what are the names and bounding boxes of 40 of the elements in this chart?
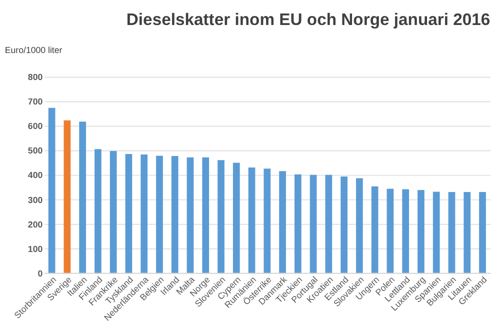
bar xyxy=(186,157,194,273)
y-tick-label: 100 xyxy=(28,244,43,254)
bar xyxy=(110,151,117,273)
bar xyxy=(202,157,210,273)
bar xyxy=(386,188,394,273)
bar xyxy=(402,189,410,273)
bar xyxy=(94,149,102,273)
bar xyxy=(432,192,440,273)
y-tick-label: 700 xyxy=(28,96,43,107)
bar xyxy=(371,186,378,273)
bar xyxy=(294,174,302,273)
bar xyxy=(125,154,132,273)
y-tick-label: 600 xyxy=(28,121,43,132)
bar xyxy=(48,108,56,273)
bar xyxy=(140,154,148,273)
bar xyxy=(156,156,163,273)
bar xyxy=(232,162,240,273)
y-tick-label: 800 xyxy=(28,72,43,82)
y-tick-label: 300 xyxy=(28,194,43,205)
y-tick-label: 0 xyxy=(38,268,43,278)
bar xyxy=(479,192,486,273)
bar xyxy=(79,122,86,273)
y-axis-title: Euro/1000 liter xyxy=(4,45,62,56)
bar xyxy=(464,192,471,273)
bar xyxy=(418,190,424,273)
bar xyxy=(279,171,286,273)
bar xyxy=(248,167,256,273)
bar xyxy=(171,156,178,273)
y-tick-label: 500 xyxy=(28,146,43,156)
bar xyxy=(218,160,224,273)
bar xyxy=(325,174,332,273)
bar xyxy=(310,174,317,273)
bar xyxy=(448,192,456,273)
y-tick-label: 400 xyxy=(28,170,43,180)
bar xyxy=(264,168,271,273)
y-tick-label: 200 xyxy=(28,219,43,230)
bar xyxy=(356,178,363,273)
bar xyxy=(64,120,71,273)
chart-title: Dieselskatter inom EU och Norge januari 2016 xyxy=(126,10,490,29)
bar xyxy=(340,176,348,273)
